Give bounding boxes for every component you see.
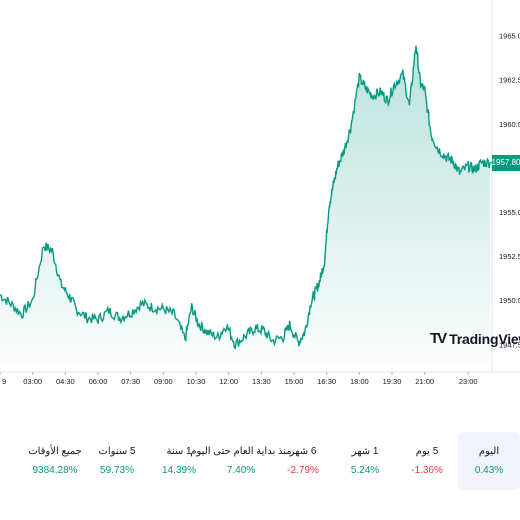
performance-period-label: 1 سنة	[166, 446, 192, 457]
y-tick-label: 1960.00	[499, 120, 520, 129]
performance-period-value: -1.36%	[411, 465, 443, 476]
x-tick-label: 10:30	[187, 377, 206, 386]
tradingview-logo-icon: TV	[430, 330, 447, 347]
performance-period-6[interactable]: 5 سنوات 59.73%	[86, 432, 148, 490]
x-tick-label: 16:30	[317, 377, 336, 386]
performance-period-value: 9384.28%	[32, 465, 78, 476]
performance-period-label: 5 سنوات	[98, 446, 136, 457]
performance-period-value: 5.24%	[350, 465, 380, 476]
performance-period-4[interactable]: منذ بداية العام حتى اليوم 7.40%	[190, 432, 291, 490]
performance-period-value: -2.79%	[287, 465, 319, 476]
performance-periods: اليوم 0.43% 5 يوم -1.36% 1 شهر 5.24% 6 شهر -2.7…	[0, 432, 520, 492]
performance-period-7[interactable]: جميع الأوقات 9384.28%	[24, 432, 86, 490]
y-tick-label: 1950.00	[499, 296, 520, 305]
performance-period-2[interactable]: 1 شهر 5.24%	[334, 432, 396, 490]
tradingview-logo[interactable]: TV TradingView	[430, 330, 520, 347]
performance-period-3[interactable]: 6 شهر -2.79%	[272, 432, 334, 490]
performance-period-label: جميع الأوقات	[28, 446, 82, 457]
y-tick-label: 1965.00	[499, 32, 520, 41]
price-chart-svg[interactable]: 1965.001962.501960.001957.501955.001952.…	[0, 0, 520, 400]
performance-period-value: 0.43%	[474, 465, 504, 476]
x-tick-label: 07:30	[121, 377, 140, 386]
y-tick-label: 1955.00	[499, 208, 520, 217]
x-tick-label: 03:00	[23, 377, 42, 386]
x-tick-label: 19:30	[383, 377, 402, 386]
x-tick-label: 12:00	[219, 377, 238, 386]
performance-period-value: 14.39%	[162, 465, 196, 476]
performance-period-label: اليوم	[478, 446, 500, 457]
price-line	[0, 45, 491, 350]
performance-period-1[interactable]: 5 يوم -1.36%	[396, 432, 458, 490]
y-tick-label: 1947.50	[499, 340, 520, 349]
performance-period-label: منذ بداية العام حتى اليوم	[190, 446, 292, 457]
x-tick-label: 23:00	[459, 377, 478, 386]
x-tick-label: 9	[2, 377, 6, 386]
performance-period-0[interactable]: اليوم 0.43%	[458, 432, 520, 490]
performance-period-value: 7.40%	[226, 465, 256, 476]
last-price-tag: 1957.80	[492, 154, 520, 171]
x-tick-label: 09:00	[154, 377, 173, 386]
performance-period-label: 1 شهر	[351, 446, 379, 457]
x-tick-label: 04:30	[56, 377, 75, 386]
x-tick-label: 06:00	[89, 377, 108, 386]
x-tick-label: 13:30	[252, 377, 271, 386]
performance-period-5[interactable]: 1 سنة 14.39%	[148, 432, 210, 490]
performance-period-label: 5 يوم	[415, 446, 439, 457]
price-area-fill	[0, 45, 490, 362]
x-tick-label: 18:00	[350, 377, 369, 386]
y-tick-label: 1962.50	[499, 76, 520, 85]
performance-period-label: 6 شهر	[289, 446, 317, 457]
x-tick-label: 15:00	[285, 377, 304, 386]
price-chart[interactable]: 1965.001962.501960.001957.501955.001952.…	[0, 0, 520, 400]
tradingview-logo-text: TradingView	[449, 330, 520, 347]
performance-period-value: 59.73%	[100, 465, 134, 476]
x-tick-label: 21:00	[415, 377, 434, 386]
y-tick-label: 1952.50	[499, 252, 520, 261]
